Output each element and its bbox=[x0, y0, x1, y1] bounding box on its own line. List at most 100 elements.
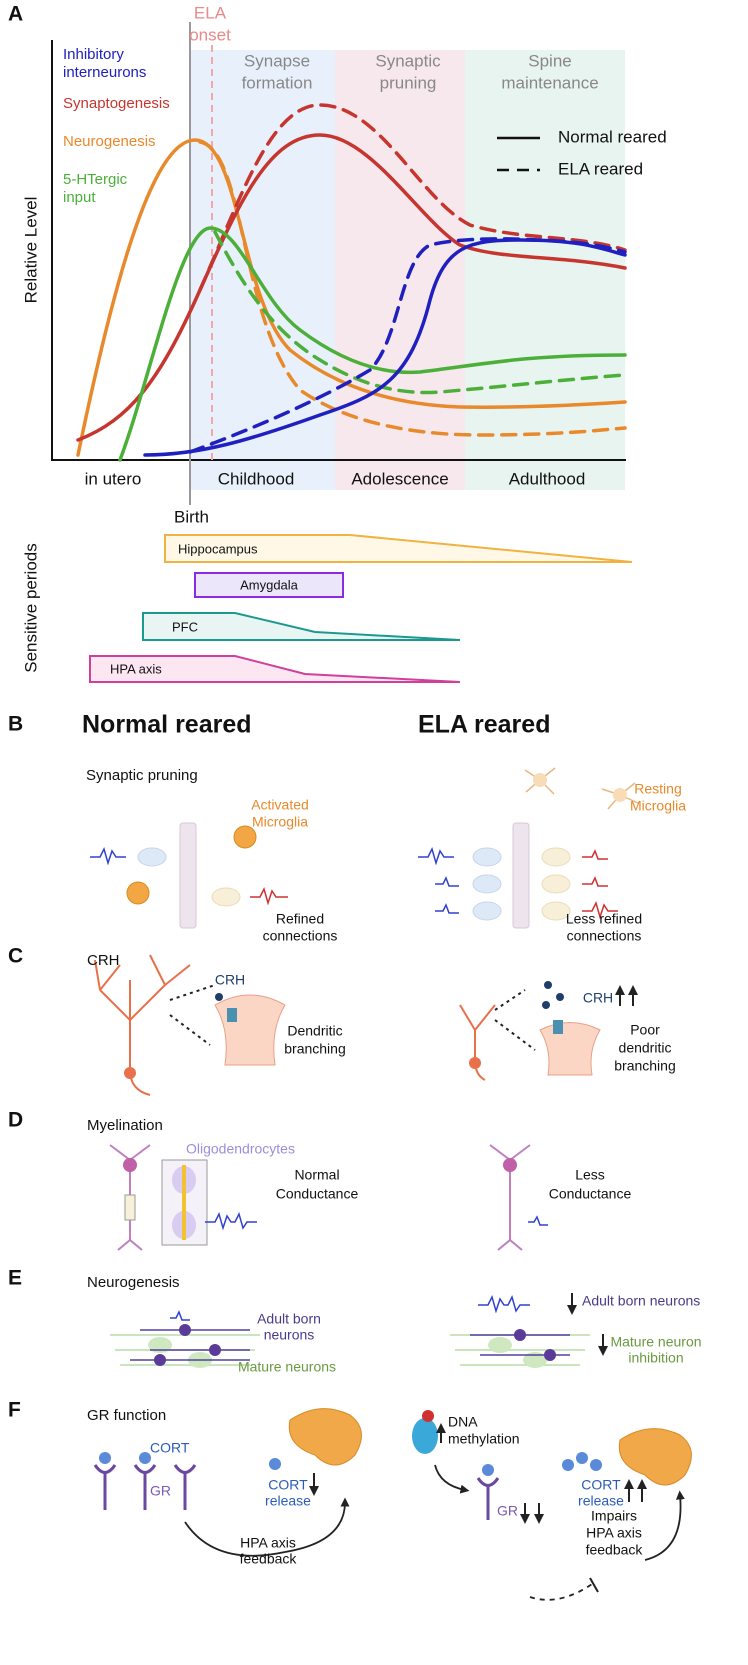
curves bbox=[76, 103, 627, 462]
path-shape bbox=[601, 782, 639, 810]
dna-label: DNA bbox=[448, 1414, 478, 1430]
circle-shape bbox=[482, 1464, 494, 1476]
path-shape bbox=[489, 1144, 531, 1251]
ellipse-shape bbox=[488, 1337, 512, 1353]
oligo-label: Oligodendrocytes bbox=[186, 1141, 295, 1157]
circle-shape bbox=[503, 1158, 517, 1172]
neuron-label: Mature neurons bbox=[238, 1359, 336, 1375]
path-shape bbox=[539, 1022, 601, 1076]
conductance-label: Conductance bbox=[549, 1186, 632, 1202]
y-axis-label: Relative Level bbox=[21, 197, 40, 304]
connection-label: connections bbox=[263, 928, 338, 944]
neuron-label: Adult born neurons bbox=[582, 1293, 700, 1309]
crh-icons bbox=[94, 954, 536, 1096]
circle-shape bbox=[139, 1452, 151, 1464]
path-shape bbox=[288, 1408, 362, 1466]
circle-shape bbox=[576, 1452, 588, 1464]
period-label: in utero bbox=[85, 469, 142, 488]
path-shape bbox=[250, 886, 288, 906]
cort-label: CORT bbox=[150, 1440, 190, 1456]
ellipse-shape bbox=[412, 1418, 438, 1454]
g-shape bbox=[184, 1464, 685, 1601]
rect-shape bbox=[179, 822, 197, 929]
gr-label: GR bbox=[150, 1483, 171, 1499]
panel-label: B bbox=[8, 713, 23, 736]
stage-label: Synapse bbox=[244, 51, 310, 70]
circle-shape bbox=[269, 1458, 281, 1470]
rect-shape bbox=[553, 1020, 563, 1034]
ellipse-shape bbox=[148, 1337, 172, 1353]
polygon-shape bbox=[164, 534, 633, 563]
circle-shape bbox=[613, 788, 627, 802]
g-shape bbox=[215, 981, 564, 1009]
polygon-shape bbox=[89, 655, 461, 683]
circle-shape bbox=[215, 993, 223, 1001]
g-shape bbox=[154, 1324, 556, 1366]
topic-label: Myelination bbox=[87, 1117, 163, 1134]
rect-shape bbox=[465, 50, 625, 490]
circle-shape bbox=[590, 1459, 602, 1471]
path-shape bbox=[173, 1464, 197, 1510]
stage-label: Synaptic bbox=[375, 51, 441, 70]
conductance-label: Normal bbox=[294, 1167, 339, 1183]
path-shape bbox=[188, 237, 627, 454]
g-shape bbox=[90, 846, 618, 920]
feedback-label: HPA axis bbox=[240, 1535, 296, 1551]
crh-label: CRH bbox=[583, 990, 613, 1006]
microglia-label: Microglia bbox=[630, 798, 686, 814]
panel-label: A bbox=[8, 3, 23, 26]
connection-label: Refined bbox=[276, 911, 324, 927]
path-shape bbox=[93, 1464, 117, 1510]
path-shape bbox=[528, 1215, 548, 1226]
path-shape bbox=[169, 984, 536, 1051]
path-shape bbox=[118, 226, 627, 462]
branching-label: branching bbox=[284, 1041, 346, 1057]
path-shape bbox=[582, 900, 618, 920]
connection-label: Less refined bbox=[566, 911, 642, 927]
neuron-label: Mature neuron bbox=[610, 1334, 701, 1350]
circle-shape bbox=[233, 825, 257, 849]
stage-label: maintenance bbox=[501, 73, 598, 92]
period-label: Childhood bbox=[218, 469, 295, 488]
g-shape bbox=[148, 1337, 547, 1368]
g-shape bbox=[93, 1464, 500, 1520]
path-shape bbox=[435, 903, 459, 914]
circle-shape bbox=[544, 981, 552, 989]
line-shape bbox=[589, 1577, 599, 1593]
sensitive-periods-label: Sensitive periods bbox=[21, 543, 40, 672]
path-shape bbox=[133, 1464, 157, 1510]
ellipse-shape bbox=[211, 887, 241, 907]
conductance-label: Conductance bbox=[276, 1186, 359, 1202]
path-shape bbox=[418, 846, 454, 866]
path-shape bbox=[90, 846, 126, 866]
stage-backgrounds bbox=[190, 50, 625, 490]
neuron-label: inhibition bbox=[628, 1350, 683, 1366]
circle-shape bbox=[556, 993, 564, 1001]
path-shape bbox=[435, 876, 459, 887]
ellipse-shape bbox=[541, 874, 571, 894]
path-shape bbox=[644, 1490, 685, 1561]
circle-shape bbox=[154, 1354, 166, 1366]
path-shape bbox=[582, 876, 608, 887]
panel-label: C bbox=[8, 945, 23, 968]
branching-label: Dendritic bbox=[287, 1023, 342, 1039]
column-title: Normal reared bbox=[82, 711, 252, 739]
branching-label: Poor bbox=[630, 1022, 660, 1038]
path-shape bbox=[529, 1581, 596, 1601]
ellipse-shape bbox=[472, 847, 502, 867]
polygon-shape bbox=[142, 612, 461, 641]
sensitive-period-label: HPA axis bbox=[110, 661, 162, 676]
curve-label: Inhibitory bbox=[63, 46, 124, 63]
curve-label: input bbox=[63, 189, 96, 206]
ela-onset-label: ELA bbox=[194, 3, 227, 22]
ellipse-shape bbox=[541, 847, 571, 867]
topic-label: GR function bbox=[87, 1407, 166, 1424]
neuron-label: neurons bbox=[264, 1327, 315, 1343]
path-shape bbox=[524, 767, 556, 795]
circle-shape bbox=[542, 1001, 550, 1009]
circle-shape bbox=[179, 1324, 191, 1336]
path-shape bbox=[478, 1294, 530, 1314]
circle-shape bbox=[533, 773, 547, 787]
